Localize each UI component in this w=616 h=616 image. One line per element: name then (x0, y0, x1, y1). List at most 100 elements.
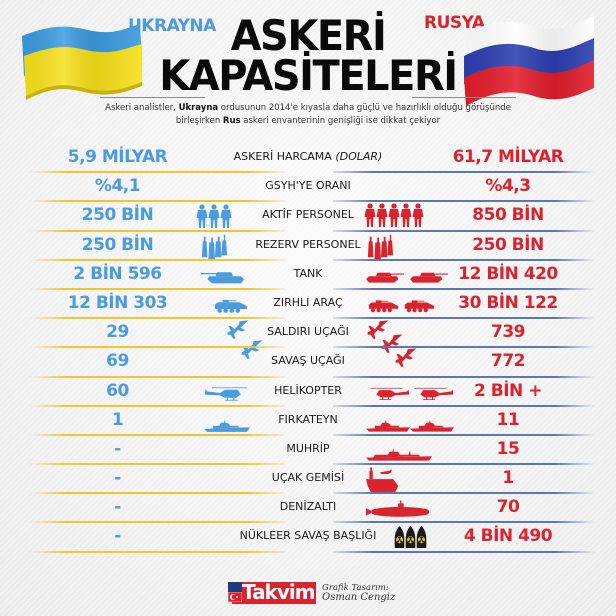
table-row-fighter-aircraft: 69 SAVAŞ UÇAĞI 772 (0, 348, 616, 378)
table-row-submarine: - DENİZALTI 70 (0, 494, 616, 524)
takvim-logo: Takvim (228, 580, 318, 604)
row-label: UÇAK GEMİSİ (271, 471, 345, 485)
credit-label: Grafik Tasarım: (322, 583, 389, 593)
title-line-1: ASKERİ (230, 11, 387, 60)
label-italic: (DOLAR) (335, 150, 383, 163)
ukraine-value: - (114, 497, 121, 518)
ukraine-value: - (114, 468, 121, 489)
header-divider-right (412, 97, 516, 98)
table-row-frigate: 1 FIRKATEYN 11 (0, 407, 616, 436)
intro-part-1: Askeri analistler, (105, 103, 179, 113)
table-row-armored-vehicle: 12 BİN 303 ZIRHLI ARAÇ 30 BİN 122 (0, 290, 616, 320)
russia-divider (333, 433, 595, 436)
row-label: DENİZALTI (279, 500, 337, 514)
russia-value: 2 BİN + (474, 380, 542, 401)
intro-bold-ukraine: Ukrayna (178, 103, 219, 113)
ukraine-value: %4,1 (94, 176, 141, 197)
russia-value: 772 (491, 351, 526, 372)
ukraine-divider (28, 463, 285, 466)
intro-part-2: ordusunun 2014'e kıyasla daha güçlü ve h… (175, 103, 511, 126)
title-line-2: KAPASİTELERİ (159, 51, 458, 100)
russia-label: RUSYA (424, 13, 485, 33)
russia-divider (333, 200, 595, 203)
ukraine-divider (28, 229, 285, 232)
russia-value: %4,3 (485, 176, 531, 197)
ukraine-divider (28, 433, 285, 436)
russia-divider (333, 492, 595, 495)
russia-divider (333, 550, 595, 553)
russia-value: 1 (502, 468, 514, 489)
soldier-icon (364, 203, 424, 228)
row-label: AKTİF PERSONEL (262, 208, 354, 222)
russia-value: 11 (496, 409, 520, 430)
table-row-tank: 2 BİN 596 TANK 12 BİN 420 (0, 261, 616, 290)
header-divider-left (100, 97, 205, 98)
ukraine-value: 250 BİN (81, 234, 154, 255)
ukraine-value: 2 BİN 596 (73, 263, 162, 284)
russia-divider (333, 404, 595, 407)
ukraine-flag-icon (22, 24, 142, 100)
ukraine-value: 250 BİN (81, 205, 154, 226)
ukraine-divider (28, 346, 285, 349)
turkish-flag-icon (228, 592, 242, 602)
russia-divider (333, 375, 595, 378)
ukraine-divider (28, 200, 285, 203)
russia-divider (333, 287, 595, 290)
ukraine-value: 1 (111, 409, 124, 430)
table-row-helicopter: 60 HELİKOPTER 2 BİN + (0, 378, 616, 407)
credit-name: Osman Cengiz (322, 592, 396, 603)
russia-value: 12 BİN 420 (458, 263, 558, 284)
table-row-nuclear-warhead: - NÜKLEER SAVAŞ BAŞLIĞI 4 BİN 490 (0, 523, 616, 553)
ukraine-divider (28, 404, 285, 407)
ukraine-value: 5,9 MİLYAR (67, 147, 168, 167)
logo-background (232, 582, 316, 604)
ukraine-divider (28, 492, 285, 495)
russia-value: 30 BİN 122 (458, 292, 558, 313)
russia-flag-icon (464, 16, 594, 106)
intro-part-3: askeri envanterinin genişliği ise dikkat… (240, 116, 441, 126)
row-label: GSYH'YE ORANI (265, 179, 351, 193)
table-row-military-spending: 5,9 MİLYAR ASKERİ HARCAMA (DOLAR) 61,7 M… (0, 144, 616, 174)
russia-divider (333, 346, 595, 349)
table-row-active-personnel: 250 BİN AKTİF PERSONEL 850 BİN (0, 202, 616, 232)
row-label: FIRKATEYN (278, 412, 338, 426)
row-label: MUHRİP (286, 441, 330, 455)
table-row-reserve-personnel: 250 BİN REZERV PERSONEL 250 BİN (0, 232, 616, 261)
logo-text: Takvim (242, 580, 316, 604)
logo-accent (228, 582, 242, 592)
ukraine-value: - (114, 526, 121, 547)
russia-value: 739 (491, 322, 526, 343)
russia-value: 850 BİN (472, 205, 544, 226)
russia-value: 4 BİN 490 (463, 526, 553, 547)
ukraine-label: UKRAYNA (128, 16, 216, 36)
ukraine-divider (28, 317, 285, 320)
ukraine-divider (28, 375, 285, 378)
aircraft-carrier-icon (366, 467, 399, 493)
russia-divider (333, 521, 595, 524)
design-credit: Grafik Tasarım: Osman Cengiz (322, 583, 395, 603)
table-row-destroyer: - MUHRİP 15 (0, 436, 616, 466)
ukraine-divider (28, 171, 285, 174)
table-row-attack-aircraft: 29 SALDIRI UÇAĞI 739 (0, 319, 616, 367)
table-row-gdp-ratio: %4,1 GSYH'YE ORANI %4,3 (0, 173, 616, 203)
intro-text: Askeri analistler, Ukrayna ordusunun 201… (100, 102, 516, 128)
ukraine-value: 29 (106, 322, 129, 343)
russia-value: 250 BİN (472, 234, 544, 255)
comparison-table: 5,9 MİLYAR ASKERİ HARCAMA (DOLAR) 61,7 M… (0, 144, 616, 553)
ukraine-divider (28, 521, 285, 524)
intro-bold-russia: Rus (222, 116, 241, 126)
row-label: NÜKLEER SAVAŞ BAŞLIĞI (239, 529, 377, 543)
row-label: HELİKOPTER (274, 383, 342, 397)
row-label: ZIRHLI ARAÇ (273, 295, 343, 309)
label-text: ASKERİ HARCAMA (233, 150, 336, 163)
ukraine-value: 69 (106, 351, 129, 372)
russia-divider (333, 229, 595, 232)
ukraine-divider (28, 258, 285, 261)
russia-divider (333, 258, 595, 261)
table-row-aircraft-carrier: - UÇAK GEMİSİ 1 (0, 465, 616, 495)
row-label: SAVAŞ UÇAĞI (271, 354, 345, 368)
russia-value: 61,7 MİLYAR (452, 147, 564, 167)
ukraine-value: 60 (106, 380, 129, 401)
russia-divider (333, 463, 595, 466)
ukraine-value: - (114, 438, 121, 459)
